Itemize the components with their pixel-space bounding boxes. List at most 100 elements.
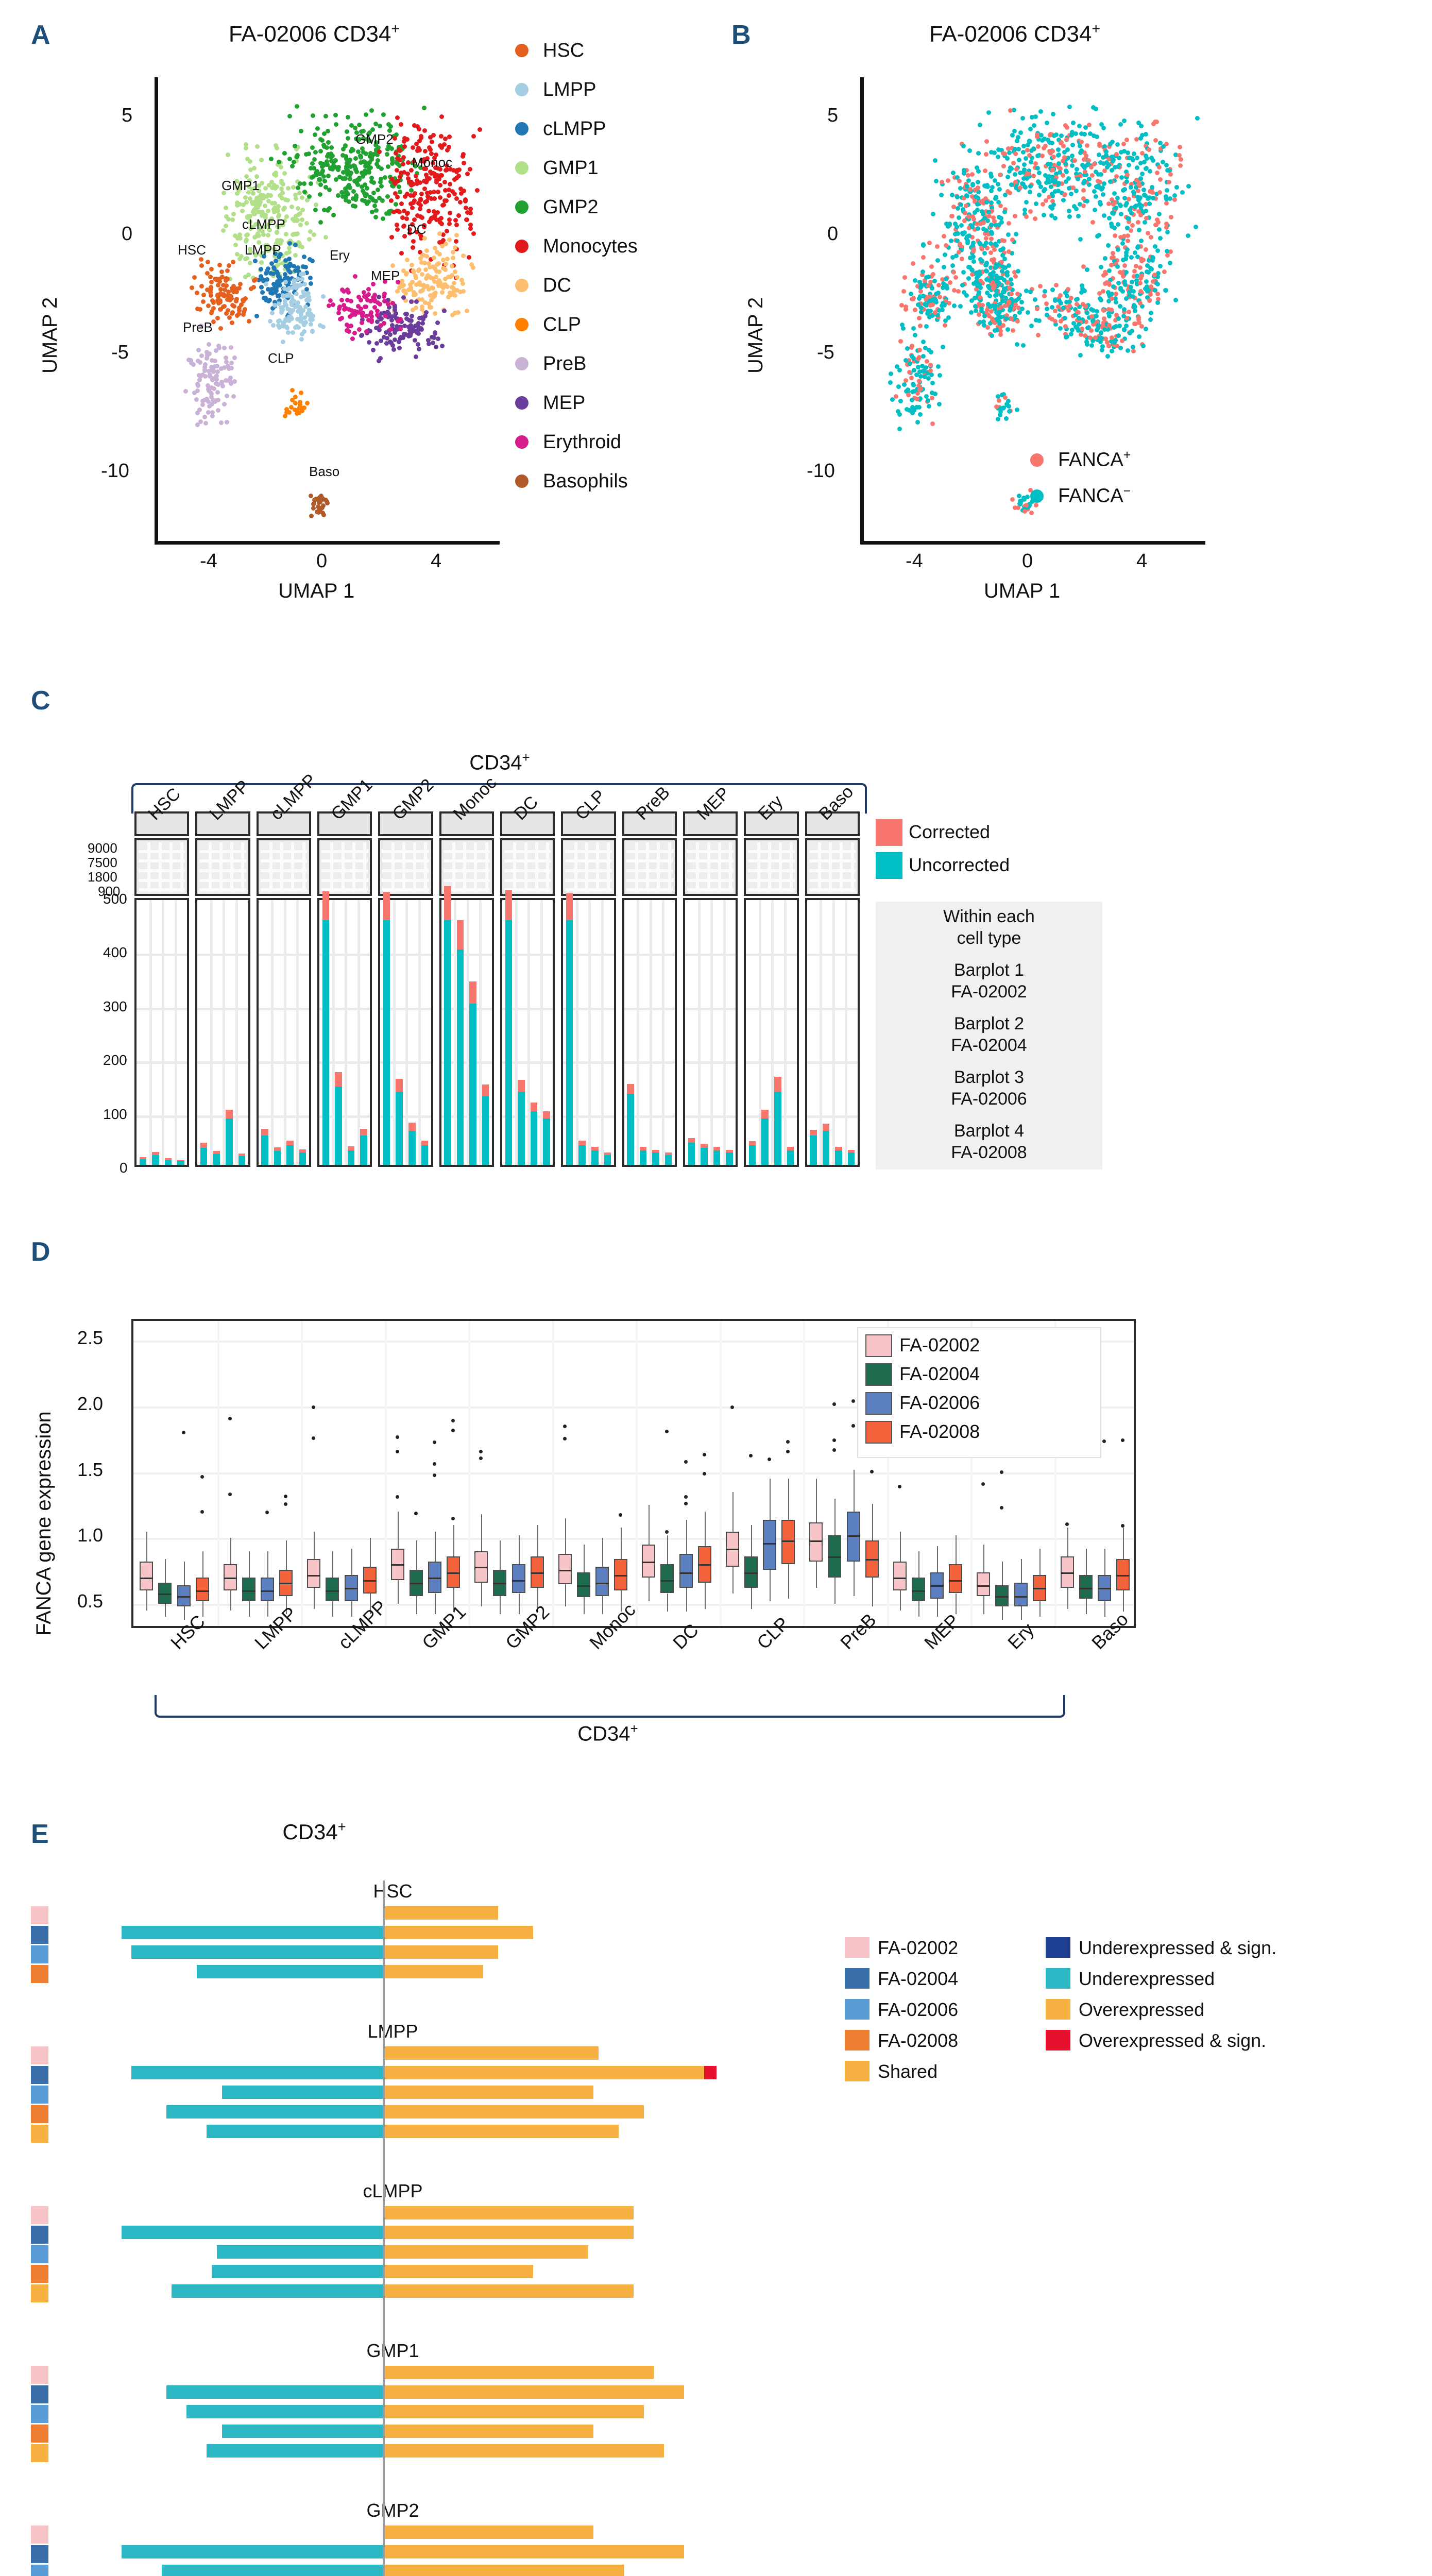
- umap-point: [304, 221, 310, 226]
- panel-d-whisker-lower: [351, 1601, 352, 1617]
- umap-point: [383, 279, 388, 284]
- umap-point: [318, 182, 323, 187]
- panel-c-bar-corrected: [164, 1158, 172, 1160]
- panel-d-whisker-lower: [732, 1567, 734, 1594]
- panel-c-bar-corrected: [286, 1140, 294, 1146]
- umap-point: [263, 203, 268, 208]
- umap-point: [945, 286, 950, 291]
- umap-point: [1155, 292, 1160, 297]
- umap-point: [395, 289, 400, 294]
- umap-point: [958, 185, 963, 191]
- umap-point: [460, 281, 465, 286]
- umap-point: [440, 232, 446, 237]
- panel-c-bar-uncorrected: [360, 1136, 367, 1165]
- umap-point: [1110, 154, 1115, 159]
- umap-point: [1131, 193, 1136, 198]
- umap-point: [955, 238, 960, 243]
- umap-point: [381, 310, 386, 315]
- panel-c-upper-gridline: [321, 888, 368, 892]
- panel-c-bar-uncorrected: [847, 1153, 855, 1165]
- umap-point: [976, 290, 981, 295]
- umap-point: [353, 197, 359, 202]
- umap-point: [1128, 293, 1133, 298]
- umap-point: [1150, 185, 1155, 190]
- umap-point: [1115, 196, 1120, 201]
- panel-c-upper-gridline: [443, 869, 490, 872]
- umap-point: [1091, 308, 1096, 313]
- umap-point: [900, 326, 906, 331]
- umap-point: [269, 291, 275, 296]
- umap-point: [1064, 326, 1069, 331]
- umap-point: [351, 189, 356, 194]
- legend-fanca-text: FANCA: [1058, 485, 1123, 507]
- umap-point: [454, 196, 459, 201]
- umap-point: [433, 311, 438, 316]
- umap-point: [994, 404, 999, 409]
- umap-point: [333, 158, 338, 163]
- panel-c-bar-uncorrected: [200, 1147, 208, 1165]
- umap-point: [950, 255, 956, 260]
- umap-point: [1145, 141, 1150, 146]
- umap-point: [964, 234, 969, 239]
- umap-point: [295, 231, 300, 236]
- umap-point: [209, 293, 214, 298]
- panel-d-whisker-lower: [899, 1590, 901, 1611]
- legend-dot-lmpp: [515, 83, 529, 96]
- umap-point: [1079, 139, 1084, 144]
- umap-point: [1134, 155, 1139, 160]
- umap-point: [199, 353, 204, 358]
- umap-point: [1069, 129, 1075, 134]
- umap-point: [942, 252, 947, 257]
- umap-point: [1027, 139, 1032, 144]
- umap-point: [1067, 299, 1072, 304]
- umap-point: [340, 194, 345, 199]
- umap-point: [1093, 106, 1098, 111]
- umap-point: [955, 195, 960, 200]
- umap-point: [1012, 240, 1017, 245]
- umap-point: [206, 387, 211, 392]
- umap-point: [444, 228, 449, 233]
- umap-point: [255, 210, 261, 215]
- panel-c-upper-gridline: [565, 869, 612, 872]
- umap-point: [271, 209, 277, 214]
- umap-point: [373, 143, 378, 148]
- umap-point: [911, 326, 916, 331]
- panel-c-main-facet: [439, 886, 494, 1167]
- umap-point: [995, 263, 1000, 268]
- panel-d-whisker-lower: [621, 1590, 622, 1612]
- panel-d-outlier: [562, 1424, 567, 1428]
- umap-point: [306, 295, 311, 300]
- umap-point: [310, 259, 315, 264]
- umap-point: [1022, 184, 1028, 190]
- umap-point: [990, 206, 995, 211]
- panel-d-whisker-upper: [1085, 1548, 1087, 1575]
- umap-point: [429, 217, 434, 222]
- umap-point: [333, 113, 338, 118]
- umap-point: [1155, 171, 1160, 176]
- panel-d-ytick-0: 2.5: [77, 1327, 104, 1349]
- umap-point: [217, 263, 223, 268]
- legend-dot-clmpp: [515, 122, 529, 135]
- umap-point: [301, 329, 306, 334]
- umap-point: [1079, 290, 1084, 295]
- umap-point: [440, 202, 445, 208]
- umap-point: [416, 127, 421, 132]
- umap-point: [1057, 307, 1062, 312]
- umap-point: [894, 394, 899, 399]
- umap-point: [1138, 160, 1143, 165]
- umap-point: [433, 266, 438, 272]
- umap-point: [280, 191, 285, 196]
- panel-c-bar-uncorrected: [530, 1111, 538, 1165]
- panel-c-upper-facet: [622, 838, 677, 896]
- umap-point: [1120, 236, 1126, 241]
- panel-d-whisker-upper: [1067, 1527, 1068, 1556]
- umap-point: [336, 164, 342, 170]
- umap-point: [223, 224, 228, 229]
- umap-point: [422, 186, 428, 191]
- umap-point: [259, 213, 264, 218]
- umap-point: [401, 155, 406, 160]
- umap-point: [268, 193, 273, 198]
- umap-point: [405, 171, 411, 176]
- umap-point: [283, 317, 288, 322]
- umap-point: [400, 157, 405, 162]
